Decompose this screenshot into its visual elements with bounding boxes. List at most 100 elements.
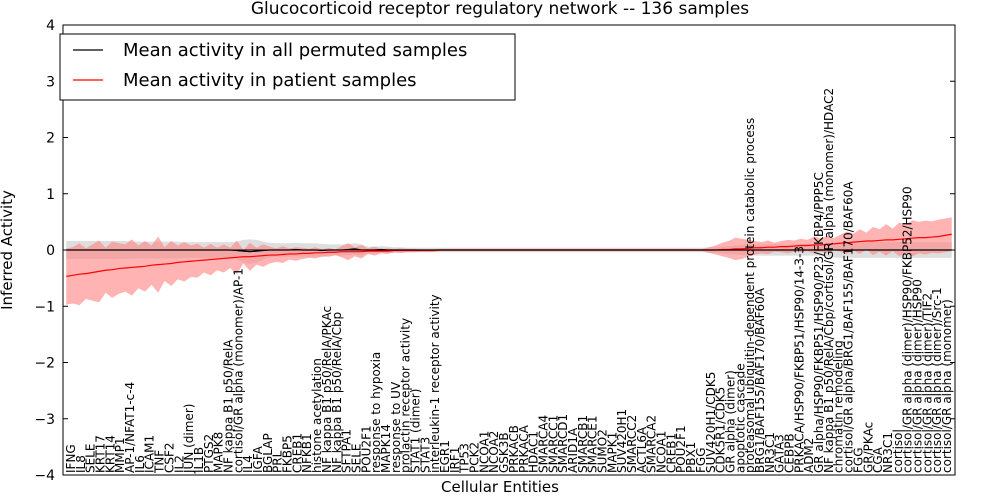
entity-label: SMARCD1 xyxy=(556,414,570,473)
entity-label: cortisol/GR alpha (monomer) xyxy=(940,299,954,473)
entity-label: MAPK1 xyxy=(605,432,619,473)
entity-label: JUN (dimer) xyxy=(182,404,196,474)
entity-label: IL1B xyxy=(192,447,206,473)
entity-label: NCOA1 xyxy=(477,431,491,473)
entity-label: IL4 xyxy=(241,455,255,473)
y-tick-label: −2 xyxy=(34,356,55,372)
legend-label-permuted: Mean activity in all permuted samples xyxy=(123,40,467,61)
entity-label: SMARCC2 xyxy=(625,415,639,473)
entity-label: IFNG xyxy=(64,444,78,473)
entity-label: FGG xyxy=(694,448,708,474)
entity-label: ADM2 xyxy=(802,438,816,473)
entity-label: PRKACA xyxy=(517,424,531,473)
entity-label: SMARCA2 xyxy=(645,415,659,473)
entity-label: SELE xyxy=(349,444,363,473)
entity-label: STAT1 (dimer) xyxy=(408,389,422,473)
entity-label: GR alpha/HSP90/FKBP51/HSP90/P23/FKBP4/PP… xyxy=(812,172,826,473)
entity-label: NF kappa B1 p50/RelA/Cbp/cortisol/GR alp… xyxy=(822,88,836,473)
patient-spread-band xyxy=(66,217,952,306)
entity-label: MMP1 xyxy=(113,437,127,473)
entity-label: PRKACA/HSP90/FKBP51/HSP90/14-3-3 xyxy=(792,246,806,473)
entity-label: TP53 xyxy=(458,443,472,474)
entity-label: MAPK8 xyxy=(212,432,226,473)
entity-label: SMARCC1 xyxy=(546,415,560,473)
entity-label: SELE xyxy=(84,444,98,473)
entity-label: prolactin receptor activity xyxy=(399,318,413,473)
entity-label: NF kappa B1 p50/RelA/Cbp xyxy=(330,312,344,473)
plot-frame xyxy=(62,24,956,476)
entity-label: cortisol/GR alpha (dimer)/TIF2 xyxy=(920,293,934,473)
legend-box xyxy=(59,33,516,101)
entity-label: PRL xyxy=(271,450,285,473)
entity-label: KRT17 xyxy=(94,435,108,473)
y-axis-label: Inferred Activity xyxy=(0,190,16,310)
entity-label: PBX1 xyxy=(684,442,698,473)
entity-label: FGG xyxy=(851,448,865,474)
entity-label: SMARCA4 xyxy=(536,415,550,473)
entity-label: IRF1 xyxy=(448,447,462,473)
entity-label: SFTPA1 xyxy=(340,429,354,473)
entity-label: cortisol xyxy=(891,429,905,473)
y-tick-label: −4 xyxy=(34,468,55,484)
entity-label: CREB1 xyxy=(664,433,678,473)
entity-label: SMARCB1 xyxy=(576,415,590,473)
entity-label: SUMO2 xyxy=(596,429,610,473)
y-tick-label: 3 xyxy=(46,74,55,90)
entity-label: PCK2 xyxy=(468,442,482,473)
entity-label: GATA3 xyxy=(773,434,787,473)
entity-label: PRKACB xyxy=(507,425,521,473)
y-tick-label: 4 xyxy=(46,18,55,34)
entity-label: SUV420H1 xyxy=(615,409,629,473)
entity-label: IL2 xyxy=(172,455,186,473)
entity-label: CEBPB xyxy=(783,433,797,473)
entity-label: NCOA2 xyxy=(487,431,501,473)
entity-label: proteasomal ubiquitin-dependent protein … xyxy=(743,118,757,473)
entity-label: STAT3 xyxy=(418,437,432,473)
legend-label-patient: Mean activity in patient samples xyxy=(123,70,417,91)
y-tick-label: 1 xyxy=(46,187,55,203)
entity-label: TNF xyxy=(153,450,167,474)
y-tick-label: 2 xyxy=(46,131,55,147)
entity-label: POU2F1 xyxy=(674,425,688,473)
entity-label: NFKB1 xyxy=(300,433,314,473)
y-tick-label: −3 xyxy=(34,412,55,428)
entity-label: CGA xyxy=(871,446,885,473)
entity-label: ACTL6A xyxy=(635,426,649,473)
entity-label: ICAM1 xyxy=(143,435,157,473)
entity-label: histone acetylation xyxy=(310,358,324,473)
entity-label: cortisol/GR alpha/BRG1/BAF155/BAF170/BAF… xyxy=(842,181,856,473)
entity-label: KRT14 xyxy=(103,435,117,473)
entity-label: IL6 xyxy=(133,455,147,473)
entity-label: NF kappa B1 p50/RelA/PKAc xyxy=(320,306,334,473)
entity-label: IGFA xyxy=(251,445,265,473)
entity-label: CDK5R1/CDK5 xyxy=(714,387,728,473)
legend: Mean activity in all permuted samples Me… xyxy=(59,33,516,101)
entity-label: CREB1 xyxy=(290,433,304,473)
entity-label: apoptotic cascade xyxy=(733,363,747,473)
entity-label: cortisol/GR alpha (dimer)/HSP90 xyxy=(910,279,924,473)
permuted-spread-band xyxy=(66,239,952,265)
entity-label: CSF2 xyxy=(162,442,176,473)
y-tick-label: −1 xyxy=(34,299,55,315)
entity-label: BRG1/BAF155/BAF170/BAF60A xyxy=(753,287,767,473)
entity-label: NCOA1 xyxy=(655,431,669,473)
entity-label: NF kappa B1 p50/RelA xyxy=(221,339,235,473)
entity-label: GR alpha (dimer) xyxy=(723,370,737,473)
entity-label: NR3C1 xyxy=(881,432,895,473)
entity-label: POU2F1 xyxy=(359,425,373,473)
entity-label: response to UV xyxy=(389,381,403,473)
entity-label: PTGS2 xyxy=(202,434,216,473)
entity-label: chromatin remodeling xyxy=(832,340,846,473)
entity-label: SMARCE1 xyxy=(586,415,600,473)
entity-label: IL8 xyxy=(74,455,88,473)
y-tick-label: 0 xyxy=(46,243,55,259)
entity-label: response to hypoxia xyxy=(369,352,383,473)
entity-label: MAPK14 xyxy=(379,424,393,473)
entity-label: NR3C1 xyxy=(763,432,777,473)
entity-label: SUV420H1/CDK5 xyxy=(704,372,718,473)
entity-label: GR/PKAc xyxy=(861,422,875,473)
x-axis-label: Cellular Entities xyxy=(441,478,559,496)
entity-label: ARID1A xyxy=(566,427,580,473)
entity-label: AP-1/NFAT1-c-4 xyxy=(123,382,137,473)
